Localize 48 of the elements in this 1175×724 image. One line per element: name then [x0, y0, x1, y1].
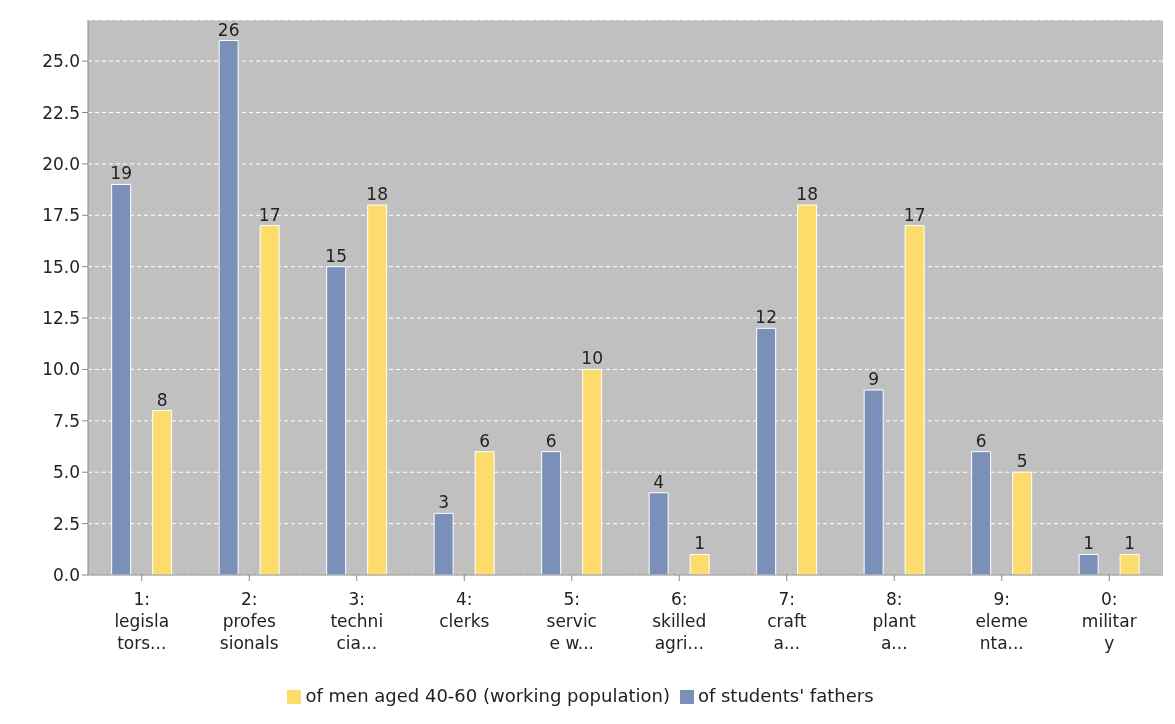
data-label: 26: [217, 19, 240, 40]
data-label: 8: [156, 389, 168, 410]
data-label: 17: [903, 204, 926, 225]
y-tick-label: 5.0: [52, 462, 80, 483]
bar: [689, 553, 710, 575]
y-tick-label: 17.5: [42, 205, 80, 226]
y-tick-label: 12.5: [42, 308, 80, 329]
x-tick-label: 8: plant a...: [872, 589, 917, 653]
x-tick-label: 7: craft a...: [767, 589, 807, 653]
y-tick-label: 22.5: [42, 102, 80, 123]
data-label: 18: [796, 184, 818, 204]
x-tick-label: 5: servic e w...: [546, 589, 597, 653]
data-label: 3: [438, 492, 450, 513]
y-tick-label: 10.0: [42, 359, 80, 380]
data-label: 10: [581, 348, 603, 369]
data-label: 6: [479, 430, 491, 451]
bar: [367, 204, 388, 575]
x-tick-label: 1: legisla tors...: [114, 589, 170, 653]
data-label: 19: [110, 163, 132, 184]
data-label: 4: [653, 471, 665, 492]
x-tick-label: 6: skilled agri...: [652, 589, 707, 653]
y-tick-label: 0.0: [52, 565, 80, 586]
data-label: 1: [694, 533, 706, 554]
data-label: 12: [755, 307, 777, 328]
data-label: 5: [1016, 451, 1028, 472]
bar: [1119, 553, 1140, 575]
data-label: 1: [1083, 533, 1095, 554]
data-label: 6: [545, 430, 557, 451]
bar: [863, 389, 884, 575]
x-tick-label: 3: techni cia...: [330, 589, 384, 653]
data-label: 1: [1124, 533, 1136, 554]
y-tick-label: 2.5: [52, 513, 80, 534]
x-tick-label: 2: profes sionals: [219, 589, 279, 653]
data-label: 18: [366, 184, 388, 204]
bar: [1078, 553, 1099, 575]
data-label: 9: [868, 369, 880, 389]
y-tick-label: 7.5: [52, 410, 80, 431]
legend-label: of students' fathers: [697, 685, 874, 706]
legend-label: of men aged 40-60 (working population): [305, 685, 670, 706]
y-tick-label: 20.0: [42, 153, 80, 174]
y-tick-label: 15.0: [42, 256, 80, 277]
data-label: 17: [258, 204, 281, 225]
data-label: 15: [325, 245, 347, 266]
data-label: 6: [975, 430, 987, 451]
y-tick-label: 25.0: [42, 51, 80, 72]
x-tick-label: 4: clerks: [439, 589, 490, 631]
x-tick-label: 9: eleme nta...: [975, 589, 1029, 653]
x-tick-label: 0: militar y: [1081, 589, 1137, 653]
